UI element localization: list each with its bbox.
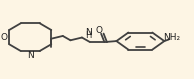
Text: O: O [95, 26, 102, 35]
Text: N: N [85, 28, 92, 37]
Text: N: N [27, 51, 34, 60]
Text: O: O [0, 33, 7, 42]
Text: NH₂: NH₂ [163, 33, 180, 42]
Text: H: H [86, 31, 92, 40]
